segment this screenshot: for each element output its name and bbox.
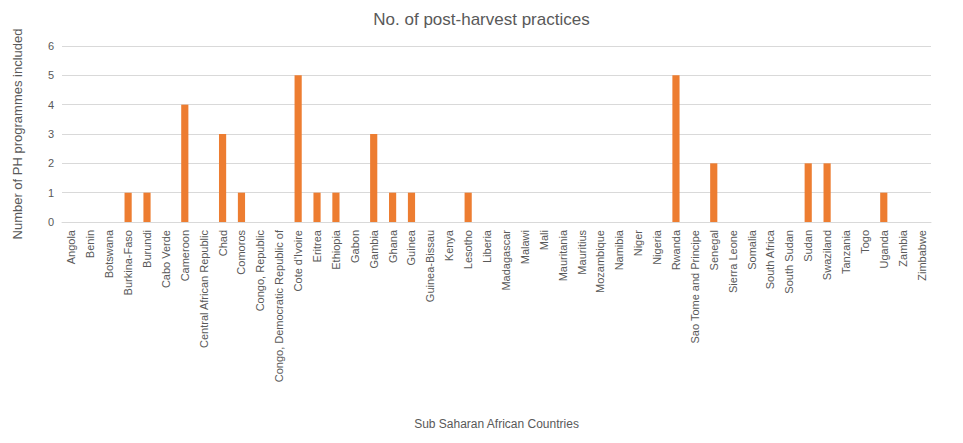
svg-text:Chad: Chad [217,230,229,256]
svg-text:Niger: Niger [632,230,644,257]
svg-text:Comoros: Comoros [235,230,247,275]
svg-text:Mozambique: Mozambique [594,230,606,293]
svg-text:Malawi: Malawi [519,230,531,264]
svg-text:Cameroon: Cameroon [179,230,191,281]
svg-text:Central African Republic: Central African Republic [198,230,210,349]
svg-text:No. of post-harvest practices: No. of post-harvest practices [373,10,589,29]
svg-text:Congo, Democratic Republic of: Congo, Democratic Republic of [273,229,285,382]
svg-text:South Sudan: South Sudan [783,230,795,294]
svg-text:Cote d'Ivoire: Cote d'Ivoire [292,230,304,291]
svg-text:Uganda: Uganda [878,229,890,268]
svg-text:Sub Saharan African Countries: Sub Saharan African Countries [414,417,579,431]
svg-text:Liberia: Liberia [481,229,493,263]
svg-text:6: 6 [48,40,54,52]
svg-text:Sierra Leone: Sierra Leone [727,230,739,293]
svg-text:Tanzania: Tanzania [840,229,852,274]
svg-text:Burkina-Faso: Burkina-Faso [122,230,134,295]
svg-text:Number of PH programmes includ: Number of PH programmes included [10,29,25,240]
svg-text:5: 5 [48,69,54,81]
svg-text:Namibia: Namibia [613,229,625,270]
svg-text:Burundi: Burundi [141,230,153,268]
svg-text:Guinea: Guinea [405,229,417,265]
svg-text:Cabo Verde: Cabo Verde [160,230,172,288]
svg-text:Zimbabwe: Zimbabwe [916,230,928,281]
svg-text:Botswana: Botswana [103,229,115,278]
svg-text:3: 3 [48,128,54,140]
svg-text:Benin: Benin [84,230,96,258]
svg-text:South Africa: South Africa [764,229,776,289]
svg-text:Gambia: Gambia [368,229,380,268]
svg-text:Sao Tome and Principe: Sao Tome and Principe [689,230,701,344]
svg-text:Somalia: Somalia [746,229,758,270]
svg-text:4: 4 [48,99,54,111]
svg-text:Sudan: Sudan [802,230,814,262]
svg-text:Mauritius: Mauritius [576,230,588,275]
svg-text:1: 1 [48,187,54,199]
svg-text:Swaziland: Swaziland [821,230,833,280]
svg-text:Lesotho: Lesotho [462,230,474,269]
svg-text:Nigeria: Nigeria [651,229,663,265]
svg-text:2: 2 [48,157,54,169]
svg-text:Guinea-Bissau: Guinea-Bissau [424,230,436,302]
svg-text:Ethiopia: Ethiopia [330,229,342,270]
svg-text:Kenya: Kenya [443,229,455,261]
svg-text:Angola: Angola [65,229,77,264]
svg-text:0: 0 [48,216,54,228]
svg-text:Togo: Togo [859,230,871,254]
svg-text:Gabon: Gabon [349,230,361,263]
svg-text:Mauritania: Mauritania [557,229,569,281]
svg-text:Madagascar: Madagascar [500,230,512,291]
svg-text:Rwanda: Rwanda [670,229,682,270]
svg-text:Eritrea: Eritrea [311,229,323,262]
svg-text:Senegal: Senegal [708,230,720,270]
svg-text:Mali: Mali [538,230,550,250]
svg-text:Zambia: Zambia [897,229,909,267]
svg-text:Congo, Republic: Congo, Republic [254,230,266,312]
svg-text:Ghana: Ghana [387,229,399,263]
